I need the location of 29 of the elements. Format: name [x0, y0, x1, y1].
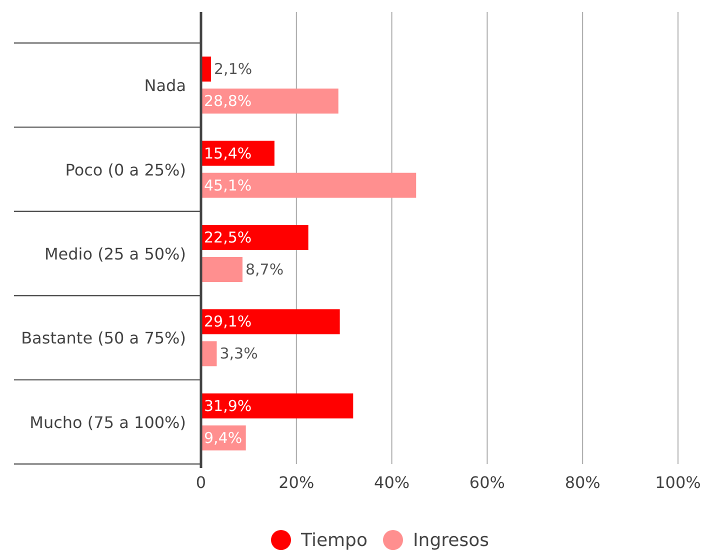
data-label: 28,8% [204, 92, 252, 110]
data-label: 8,7% [246, 260, 284, 278]
data-label: 3,3% [220, 344, 258, 363]
data-label: 45,1% [204, 176, 252, 194]
data-label: 2,1% [214, 60, 252, 78]
data-label: 22,5% [204, 228, 252, 246]
y-tick-label: Bastante (50 a 75%) [21, 328, 186, 348]
bar [201, 257, 242, 282]
x-tick-label: 20% [278, 473, 314, 492]
x-tick-label: 100% [655, 473, 701, 492]
x-tick-label: 80% [564, 473, 600, 492]
bar [201, 225, 308, 250]
data-label: 9,4% [204, 428, 242, 447]
bar [201, 88, 338, 114]
legend-label: Tiempo [300, 530, 368, 551]
bar [201, 172, 416, 198]
data-label: 31,9% [204, 396, 252, 415]
legend-label: Ingresos [413, 530, 489, 551]
y-tick-label: Medio (25 a 50%) [44, 244, 186, 264]
x-tick-label: 0 [196, 473, 206, 492]
data-label: 15,4% [204, 144, 252, 162]
bar [201, 393, 354, 418]
y-tick-label: Mucho (75 a 100%) [30, 412, 186, 432]
y-tick-label: Poco (0 a 25%) [65, 160, 186, 180]
x-tick-label: 60% [469, 473, 505, 492]
y-tick-label: Nada [144, 76, 186, 96]
data-label: 29,1% [204, 312, 252, 331]
x-tick-label: 40% [374, 473, 410, 492]
bar [201, 309, 340, 334]
